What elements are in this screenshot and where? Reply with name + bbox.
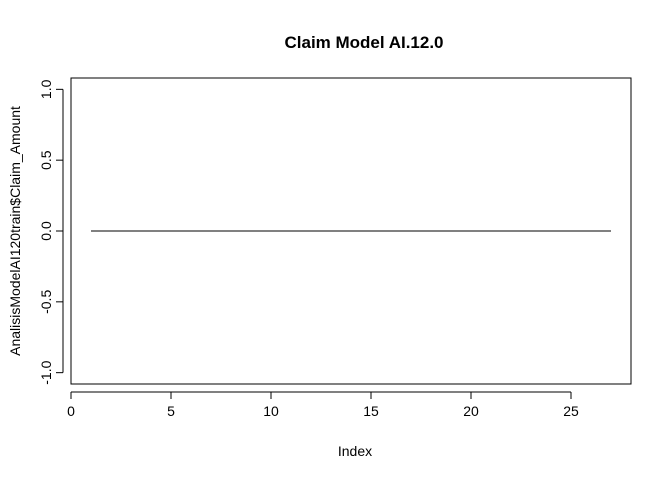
x-tick-label: 10 xyxy=(263,403,279,419)
x-tick-label: 5 xyxy=(167,403,175,419)
x-tick-label: 25 xyxy=(563,403,579,419)
y-tick-label: -0.5 xyxy=(38,290,54,314)
x-tick-label: 20 xyxy=(463,403,479,419)
chart-title: Claim Model AI.12.0 xyxy=(284,33,443,52)
plot-frame xyxy=(70,77,632,385)
x-tick-label: 15 xyxy=(363,403,379,419)
y-axis: -1.0 -0.5 0.0 0.5 1.0 xyxy=(38,79,64,385)
y-tick-label: 1.0 xyxy=(38,79,54,99)
x-axis-label: Index xyxy=(338,443,372,459)
y-axis-label: AnalisisModelAI120train$Claim_Amount xyxy=(7,106,23,356)
x-axis: 0 5 10 15 20 25 xyxy=(67,391,579,419)
y-tick-label: 0.0 xyxy=(38,221,54,241)
y-tick-label: -1.0 xyxy=(38,360,54,384)
x-tick-label: 0 xyxy=(67,403,75,419)
y-tick-label: 0.5 xyxy=(38,150,54,170)
